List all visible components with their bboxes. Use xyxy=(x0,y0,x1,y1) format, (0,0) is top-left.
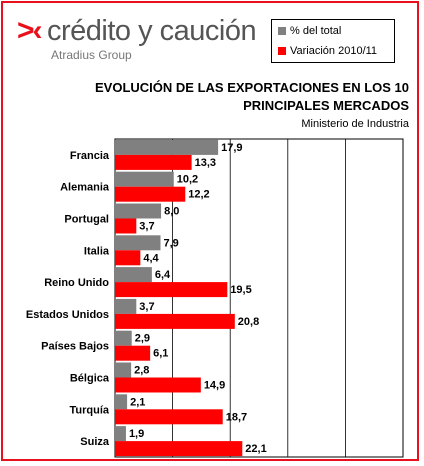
data-label-variation: 4,4 xyxy=(143,252,159,264)
data-label-share: 2,8 xyxy=(134,365,149,377)
data-label-share: 17,9 xyxy=(221,142,242,154)
bar-variation xyxy=(115,154,192,170)
data-label-variation: 12,2 xyxy=(188,189,209,201)
data-label-share: 3,7 xyxy=(139,301,154,313)
bar-variation xyxy=(115,186,186,202)
data-label-variation: 14,9 xyxy=(204,380,225,392)
brand-subtitle: Atradius Group xyxy=(51,48,132,62)
data-label-share: 7,9 xyxy=(164,237,179,249)
data-label-share: 2,1 xyxy=(130,396,145,408)
legend-entry-variation: Variación 2010/11 xyxy=(278,43,377,59)
bar-share xyxy=(115,362,132,378)
category-label: Turquía xyxy=(69,404,109,416)
data-label-variation: 20,8 xyxy=(238,316,259,328)
bar-share xyxy=(115,267,152,283)
bar-share xyxy=(115,203,162,219)
data-label-variation: 19,5 xyxy=(230,284,251,296)
data-label-share: 2,9 xyxy=(135,333,150,345)
bar-share xyxy=(115,426,126,442)
data-label-variation: 3,7 xyxy=(139,221,154,233)
legend-entry-share: % del total xyxy=(278,23,341,39)
data-label-variation: 13,3 xyxy=(195,157,216,169)
legend-swatch-share xyxy=(278,27,286,36)
data-label-share: 1,9 xyxy=(129,428,144,440)
chart-legend: % del total Variación 2010/11 xyxy=(271,19,395,63)
bar-variation xyxy=(115,409,223,425)
brand-mark: >‹ xyxy=(17,14,42,47)
data-label-share: 10,2 xyxy=(177,174,198,186)
category-label: Reino Unido xyxy=(44,277,109,289)
data-label-share: 6,4 xyxy=(155,269,171,281)
category-label: Alemania xyxy=(60,182,110,194)
legend-label-variation: Variación 2010/11 xyxy=(290,45,378,57)
brand-logo: >‹ crédito y caución Atradius Group xyxy=(17,15,257,65)
bar-share xyxy=(115,394,128,410)
bar-variation xyxy=(115,345,151,361)
bar-variation xyxy=(115,282,228,298)
category-label: Portugal xyxy=(64,214,109,226)
chart-title: EVOLUCIÓN DE LAS EXPORTACIONES EN LOS 10… xyxy=(95,80,409,113)
category-label: Países Bajos xyxy=(41,341,109,353)
bar-variation xyxy=(115,441,243,457)
legend-label-share: % del total xyxy=(290,25,342,37)
data-label-variation: 6,1 xyxy=(153,348,168,360)
bar-share xyxy=(115,139,219,155)
legend-swatch-variation xyxy=(278,47,286,56)
bar-share xyxy=(115,235,161,251)
data-label-variation: 22,1 xyxy=(245,443,266,455)
brand-name: crédito y caución xyxy=(47,15,257,47)
chart-subtitle: Ministerio de Industria xyxy=(301,118,409,130)
bar-share xyxy=(115,330,132,346)
bar-variation xyxy=(115,250,141,266)
bar-share xyxy=(115,298,137,314)
bar-share xyxy=(115,171,174,187)
bar-variation xyxy=(115,377,201,393)
category-label: Francia xyxy=(70,150,110,162)
data-label-variation: 18,7 xyxy=(226,411,247,423)
category-label: Italia xyxy=(84,245,110,257)
category-label: Suiza xyxy=(80,436,110,448)
category-label: Bélgica xyxy=(70,373,110,385)
bar-variation xyxy=(115,218,137,234)
bar-variation xyxy=(115,313,235,329)
data-label-share: 8,0 xyxy=(164,206,179,218)
category-label: Estados Unidos xyxy=(26,309,109,321)
